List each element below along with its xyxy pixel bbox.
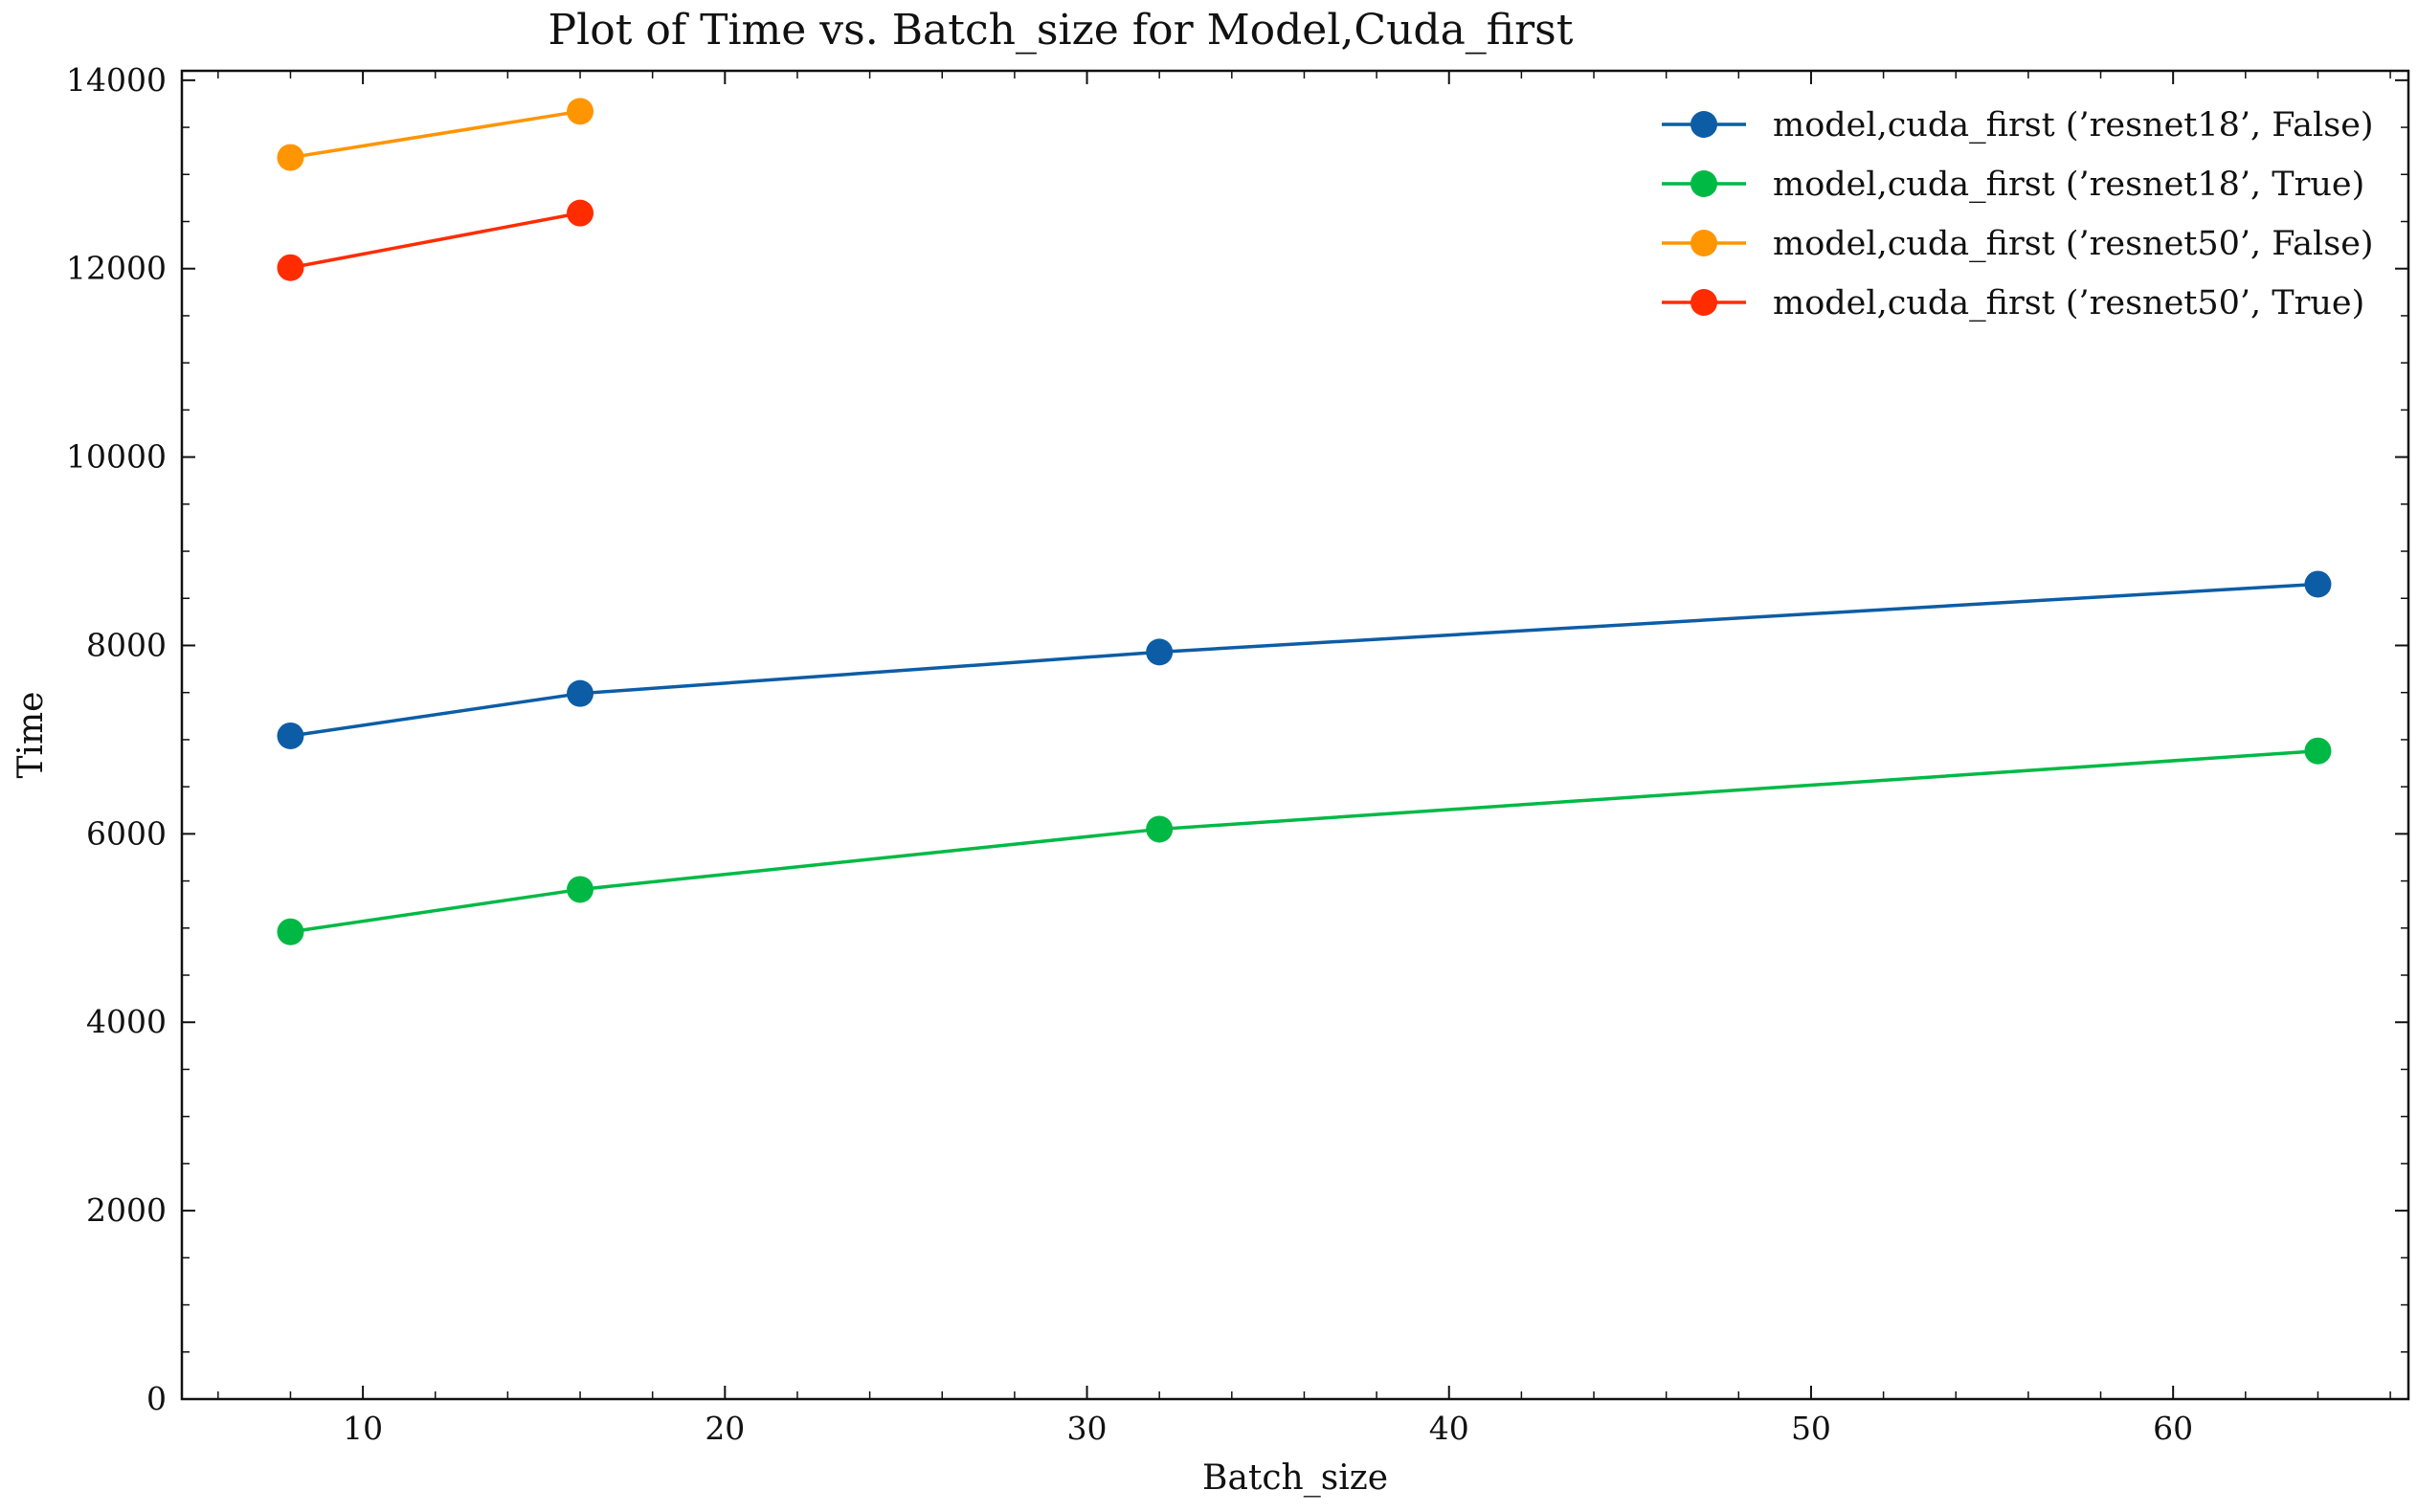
- y-axis-label: Time: [11, 692, 51, 779]
- y-tick-label: 6000: [86, 814, 167, 852]
- y-tick-label: 8000: [86, 626, 167, 663]
- series-3: [277, 199, 594, 281]
- y-tick-label: 4000: [86, 1003, 167, 1040]
- data-point: [1146, 638, 1174, 666]
- legend-entry: model,cuda_first (’resnet50’, False): [1662, 225, 2374, 263]
- x-tick-label: 30: [1067, 1410, 1108, 1447]
- data-point: [277, 918, 304, 945]
- y-tick-label: 10000: [66, 438, 167, 476]
- legend-marker: [1690, 170, 1717, 197]
- legend-marker: [1690, 230, 1717, 256]
- y-tick-label: 14000: [66, 61, 167, 99]
- series-line: [290, 582, 2318, 738]
- legend-label: model,cuda_first (’resnet50’, False): [1773, 225, 2374, 263]
- series-line: [290, 748, 2318, 934]
- series-line: [290, 211, 581, 270]
- x-axis-label: Batch_size: [1202, 1458, 1388, 1498]
- series-0: [277, 570, 2332, 749]
- legend-entry: model,cuda_first (’resnet50’, True): [1662, 284, 2364, 322]
- series-line: [290, 109, 581, 160]
- x-tick-label: 10: [343, 1410, 383, 1447]
- legend-label: model,cuda_first (’resnet50’, True): [1773, 284, 2364, 322]
- series-2: [277, 98, 594, 171]
- y-tick-label: 12000: [66, 250, 167, 287]
- plot-frame: [180, 69, 2410, 1401]
- legend-label: model,cuda_first (’resnet18’, False): [1773, 106, 2374, 145]
- axis-ticks: 10 20 30 40 50 60 0 2000 4000 6000 8000 10000 12000 1…: [66, 61, 2408, 1447]
- legend-marker: [1690, 111, 1717, 138]
- data-point: [2304, 737, 2332, 765]
- data-point: [1146, 815, 1174, 843]
- data-point: [277, 722, 304, 749]
- legend: model,cuda_first (’resnet18’, False) mode…: [1662, 106, 2374, 322]
- chart-title: Plot of Time vs. Batch_size for Model,Cu…: [549, 6, 1574, 55]
- legend-entry: model,cuda_first (’resnet18’, False): [1662, 106, 2374, 145]
- y-tick-label: 0: [146, 1380, 167, 1417]
- legend-label: model,cuda_first (’resnet18’, True): [1773, 166, 2364, 204]
- legend-marker: [1690, 289, 1717, 316]
- x-tick-label: 50: [1791, 1410, 1831, 1447]
- data-point: [277, 254, 304, 281]
- data-point: [2304, 570, 2332, 598]
- series-layer: [277, 98, 2332, 945]
- x-tick-label: 60: [2153, 1410, 2193, 1447]
- x-tick-label: 20: [705, 1410, 745, 1447]
- data-point: [567, 876, 594, 903]
- data-point: [567, 98, 594, 125]
- x-tick-label: 40: [1429, 1410, 1469, 1447]
- series-1: [277, 737, 2332, 945]
- data-point: [567, 199, 594, 227]
- y-tick-label: 2000: [86, 1191, 167, 1229]
- data-point: [567, 679, 594, 707]
- legend-entry: model,cuda_first (’resnet18’, True): [1662, 166, 2364, 204]
- data-point: [277, 144, 304, 171]
